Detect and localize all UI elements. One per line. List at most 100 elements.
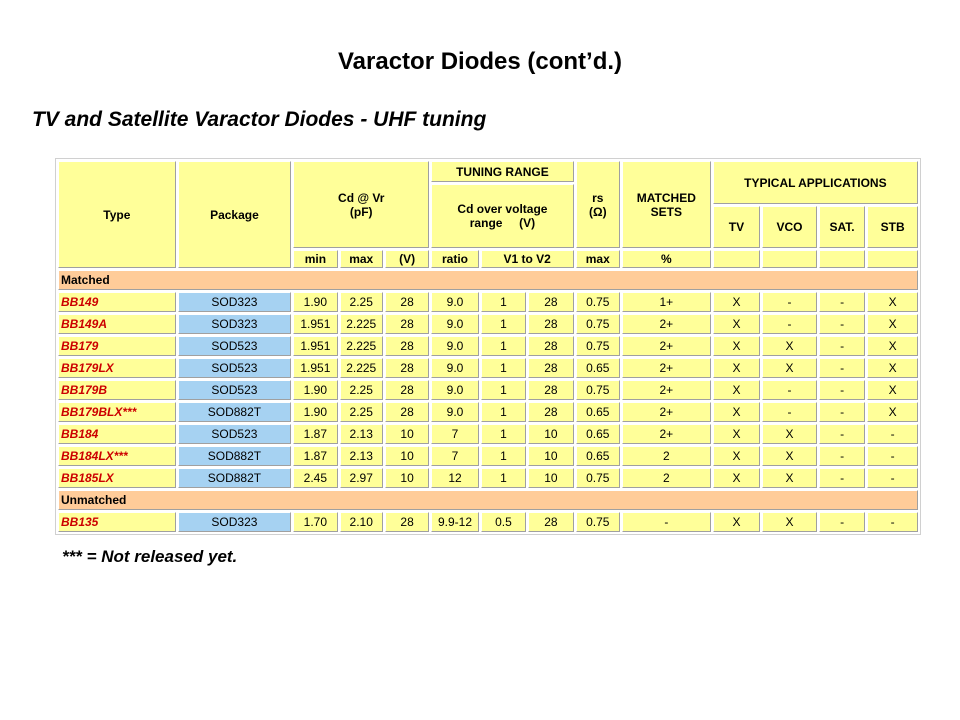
type-cell: BB149A bbox=[58, 314, 176, 334]
data-cell: - bbox=[867, 446, 918, 466]
data-cell: 28 bbox=[528, 336, 574, 356]
data-cell: 2+ bbox=[621, 314, 711, 334]
data-cell: 28 bbox=[528, 402, 574, 422]
data-cell: X bbox=[712, 314, 761, 334]
title: Varactor Diodes (cont’d.) bbox=[337, 48, 623, 75]
data-cell: 10 bbox=[528, 446, 574, 466]
header-cell: TV bbox=[712, 206, 761, 248]
data-cell: SOD882T bbox=[177, 402, 292, 422]
data-cell: - bbox=[818, 314, 866, 334]
data-row: BB149A SOD323 1.951 2.225 28 9.0 1 28 0.75 2+ X - - X bbox=[58, 314, 918, 334]
header-line: Cd @ Vr bbox=[338, 190, 385, 205]
header-line: SETS bbox=[650, 204, 683, 219]
data-cell: 9.0 bbox=[431, 336, 479, 356]
data-cell: 10 bbox=[384, 424, 430, 444]
data-cell: 2.225 bbox=[339, 314, 383, 334]
data-cell: 2.13 bbox=[339, 424, 383, 444]
data-cell: - bbox=[762, 380, 817, 400]
data-cell: 2+ bbox=[621, 402, 711, 422]
data-cell: X bbox=[712, 380, 761, 400]
data-cell: X bbox=[712, 402, 761, 422]
header-row: min max (V) ratio V1 to V2 max % bbox=[58, 250, 918, 268]
data-cell: 0.75 bbox=[575, 512, 620, 532]
data-cell: 2.25 bbox=[339, 380, 383, 400]
header-line: Cd over voltage bbox=[457, 202, 548, 216]
data-cell: 1 bbox=[480, 336, 527, 356]
data-cell: 28 bbox=[528, 358, 574, 378]
data-cell: 1.87 bbox=[293, 424, 338, 444]
header-cell: ratio bbox=[431, 250, 479, 268]
data-cell: 1 bbox=[480, 468, 527, 488]
data-cell: 0.65 bbox=[575, 424, 620, 444]
data-cell: X bbox=[867, 380, 918, 400]
data-cell: X bbox=[712, 468, 761, 488]
data-cell: 2.45 bbox=[293, 468, 338, 488]
data-cell: X bbox=[762, 358, 817, 378]
header-cell bbox=[867, 250, 918, 268]
group-label: Matched bbox=[58, 270, 918, 290]
data-cell: SOD882T bbox=[177, 446, 292, 466]
data-cell: 9.0 bbox=[431, 292, 479, 312]
footnote: *** = Not released yet. bbox=[62, 547, 238, 566]
type-cell: BB135 bbox=[58, 512, 176, 532]
data-cell: 28 bbox=[528, 314, 574, 334]
data-cell: 28 bbox=[528, 512, 574, 532]
header-cell: SAT. bbox=[818, 206, 866, 248]
data-cell: 1.951 bbox=[293, 314, 338, 334]
data-cell: X bbox=[867, 336, 918, 356]
data-cell: 0.75 bbox=[575, 314, 620, 334]
data-cell: - bbox=[818, 336, 866, 356]
data-cell: - bbox=[867, 424, 918, 444]
data-cell: 1+ bbox=[621, 292, 711, 312]
data-cell: 28 bbox=[384, 402, 430, 422]
data-row: BB185LX SOD882T 2.45 2.97 10 12 1 10 0.75 2 X X - - bbox=[58, 468, 918, 488]
data-cell: 0.75 bbox=[575, 380, 620, 400]
header-cell: Package bbox=[177, 161, 292, 268]
header-cell bbox=[712, 250, 761, 268]
data-cell: X bbox=[867, 292, 918, 312]
data-cell: 2.10 bbox=[339, 512, 383, 532]
data-cell: 12 bbox=[431, 468, 479, 488]
data-cell: 9.0 bbox=[431, 402, 479, 422]
data-cell: 2+ bbox=[621, 380, 711, 400]
data-row: BB184LX*** SOD882T 1.87 2.13 10 7 1 10 0.65 2 X X - - bbox=[58, 446, 918, 466]
data-cell: 28 bbox=[384, 292, 430, 312]
data-cell: 2.13 bbox=[339, 446, 383, 466]
data-cell: X bbox=[867, 402, 918, 422]
header-cell: MATCHED SETS bbox=[621, 161, 711, 248]
data-cell: 28 bbox=[528, 380, 574, 400]
data-cell: X bbox=[867, 314, 918, 334]
data-cell: 2.25 bbox=[339, 292, 383, 312]
data-cell: 1.951 bbox=[293, 358, 338, 378]
data-cell: 2.97 bbox=[339, 468, 383, 488]
data-cell: 10 bbox=[528, 468, 574, 488]
data-cell: - bbox=[867, 512, 918, 532]
header-cell bbox=[762, 250, 817, 268]
data-cell: 2+ bbox=[621, 336, 711, 356]
data-cell: X bbox=[762, 512, 817, 532]
header-line: (Ω) bbox=[588, 204, 607, 219]
data-cell: 7 bbox=[431, 424, 479, 444]
header-cell: STB bbox=[867, 206, 918, 248]
data-cell: - bbox=[818, 512, 866, 532]
header-cell: TUNING RANGE bbox=[431, 161, 574, 182]
data-cell: 10 bbox=[528, 424, 574, 444]
data-cell: SOD523 bbox=[177, 380, 292, 400]
data-cell: - bbox=[818, 468, 866, 488]
header-cell: (V) bbox=[384, 250, 430, 268]
type-cell: BB149 bbox=[58, 292, 176, 312]
type-cell: BB184LX*** bbox=[58, 446, 176, 466]
data-cell: 2+ bbox=[621, 358, 711, 378]
header-line: MATCHED bbox=[636, 190, 696, 205]
header-line: range (V) bbox=[469, 216, 536, 230]
header-cell: TYPICAL APPLICATIONS bbox=[712, 161, 918, 204]
data-cell: - bbox=[621, 512, 711, 532]
type-cell: BB179LX bbox=[58, 358, 176, 378]
header-cell bbox=[818, 250, 866, 268]
header-cell: VCO bbox=[762, 206, 817, 248]
data-cell: SOD323 bbox=[177, 512, 292, 532]
header-cell: max bbox=[575, 250, 620, 268]
data-cell: - bbox=[867, 468, 918, 488]
data-cell: 28 bbox=[384, 336, 430, 356]
